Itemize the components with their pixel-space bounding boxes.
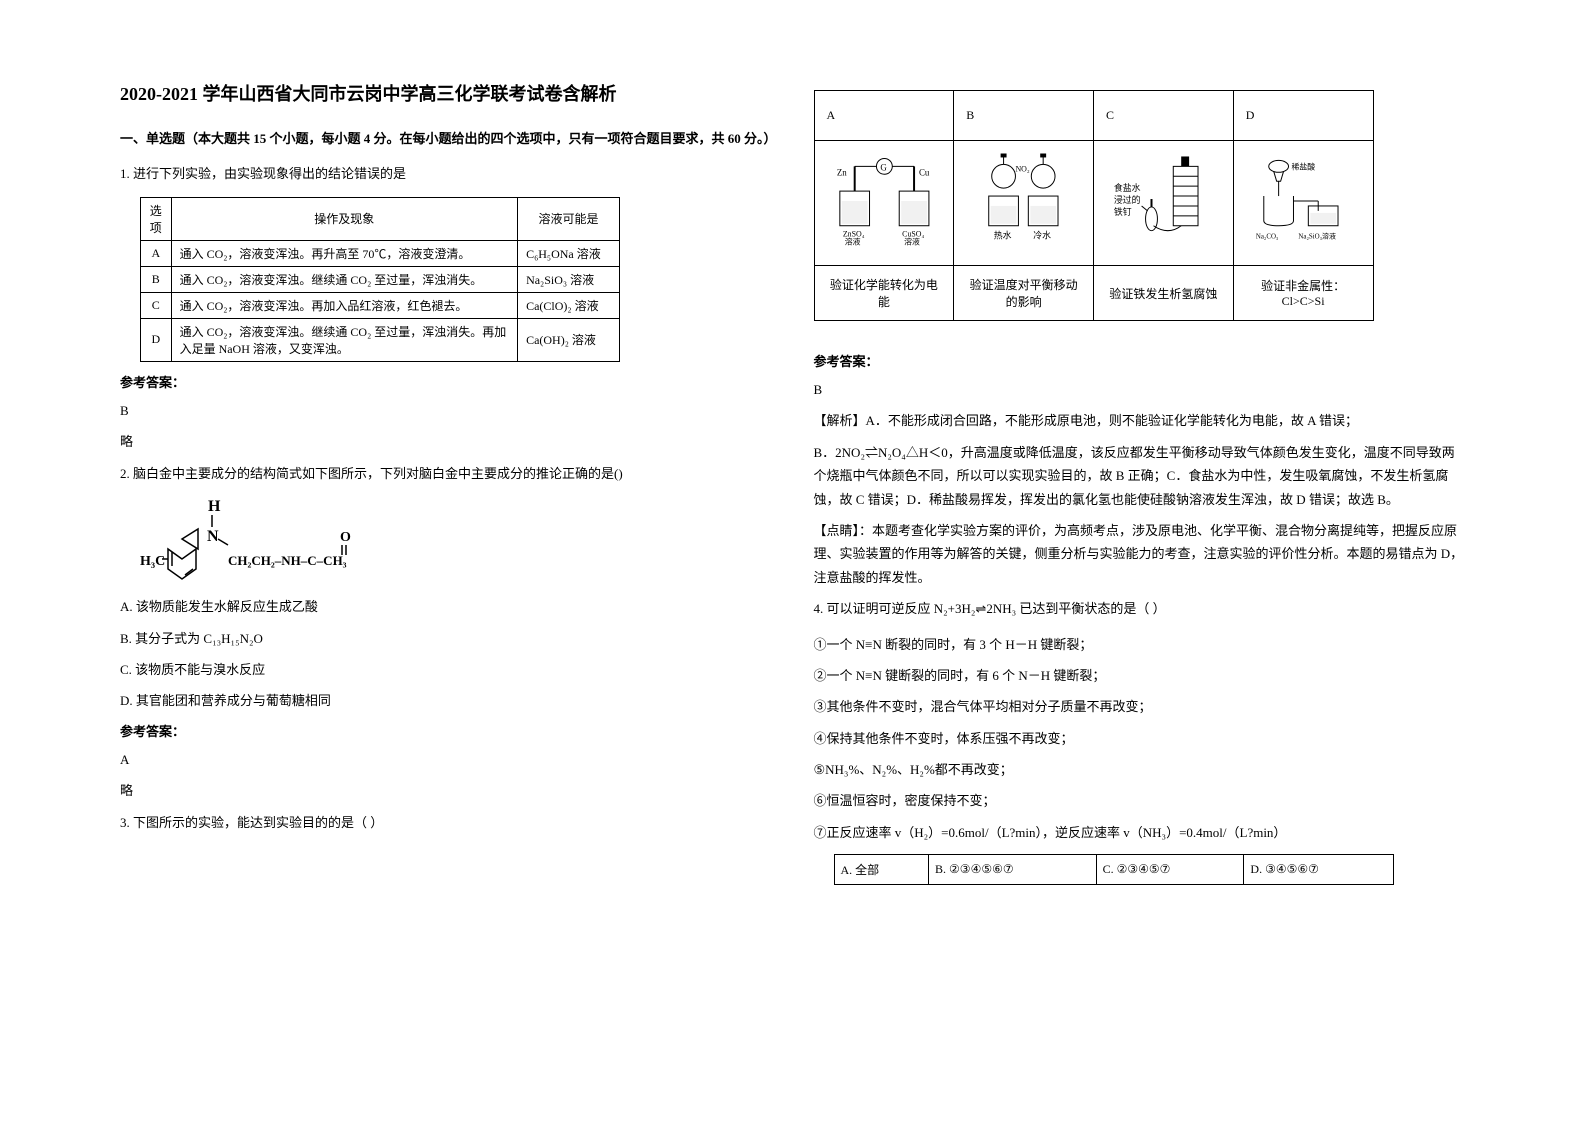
q2-opt-a: A. 该物质能发生水解反应生成乙酸 <box>120 595 774 618</box>
q1-table: 选项 操作及现象 溶液可能是 A 通入 CO₂，溶液变浑浊。再升高至 70℃，溶… <box>140 197 620 362</box>
svg-text:CH₂CH₂–NH–C–CH₃: CH₂CH₂–NH–C–CH₃ <box>228 553 347 568</box>
svg-text:铁钉: 铁钉 <box>1114 206 1132 217</box>
q1-r1-c1: 通入 CO₂，溶液变浑浊。继续通 CO₂ 至过量，浑浊消失。 <box>171 266 518 292</box>
q3-diagram-d: 稀盐酸 Na₂CO₃ Na₂SiO₃溶液 <box>1233 141 1373 266</box>
q1-stem: 1. 进行下列实验，由实验现象得出的结论错误的是 <box>120 162 774 185</box>
q3-exp-0: 【解析】A．不能形成闭合回路，不能形成原电池，则不能验证化学能转化为电能，故 A… <box>814 409 1468 432</box>
q1-th-2: 溶液可能是 <box>518 197 620 240</box>
q1-th-1: 操作及现象 <box>171 197 518 240</box>
q3-stem: 3. 下图所示的实验，能达到实验目的的是（ ） <box>120 811 774 834</box>
q1-r2-c0: C <box>141 292 172 318</box>
svg-text:Zn: Zn <box>836 167 846 177</box>
q1-r1-c0: B <box>141 266 172 292</box>
q4-item-1: ①一个 N≡N 断裂的同时，有 3 个 H－H 键断裂； <box>814 633 1468 656</box>
q2-explanation: 略 <box>120 779 774 802</box>
q2-opt-b: B. 其分子式为 C₁₃H₁₅N₂O <box>120 627 774 650</box>
q4-opt-c: C. ②③④⑤⑦ <box>1096 855 1244 885</box>
q3-diagram-c: 食盐水 浸过的 铁钉 <box>1094 141 1234 266</box>
q2-answer: A <box>120 748 774 771</box>
q4-item-6: ⑥恒温恒容时，密度保持不变； <box>814 789 1468 812</box>
q4-opt-a: A. 全部 <box>834 855 929 885</box>
svg-text:溶液: 溶液 <box>904 237 920 247</box>
q2-opt-c: C. 该物质不能与溴水反应 <box>120 658 774 681</box>
svg-text:冷水: 冷水 <box>1034 230 1052 241</box>
svg-text:N: N <box>207 528 219 545</box>
q4-opt-b: B. ②③④⑤⑥⑦ <box>929 855 1097 885</box>
q4-opt-d: D. ③④⑤⑥⑦ <box>1244 855 1393 885</box>
svg-text:O: O <box>340 530 351 545</box>
q4-item-2: ②一个 N≡N 键断裂的同时，有 6 个 N－H 键断裂； <box>814 664 1468 687</box>
q3-desc-c: 验证铁发生析氢腐蚀 <box>1094 266 1234 321</box>
q1-r1-c2: Na₂SiO₃ 溶液 <box>518 266 620 292</box>
q1-answer: B <box>120 399 774 422</box>
q3-diagram-b: NO₂ 热水 冷水 <box>954 141 1094 266</box>
q2-answer-label: 参考答案： <box>120 721 774 740</box>
q2-structure-diagram: H N H₃C CH₂CH₂–NH–C–CH₃ O <box>140 497 400 587</box>
q1-r0-c2: C₆H₅ONa 溶液 <box>518 240 620 266</box>
q3-desc-a: 验证化学能转化为电能 <box>814 266 954 321</box>
q3-desc-d: 验证非金属性：Cl>C>Si <box>1233 266 1373 321</box>
q3-answer-label: 参考答案： <box>814 351 1468 370</box>
q4-options-table: A. 全部 B. ②③④⑤⑥⑦ C. ②③④⑤⑦ D. ③④⑤⑥⑦ <box>834 854 1394 885</box>
q4-stem: 4. 可以证明可逆反应 N₂+3H₂⇌2NH₃ 已达到平衡状态的是（ ） <box>814 597 1468 620</box>
section-header: 一、单选题（本大题共 15 个小题，每小题 4 分。在每小题给出的四个选项中，只… <box>120 129 774 150</box>
svg-text:H₃C: H₃C <box>140 554 165 569</box>
q1-r3-c2: Ca(OH)₂ 溶液 <box>518 318 620 361</box>
svg-text:食盐水: 食盐水 <box>1114 182 1141 193</box>
q1-r0-c0: A <box>141 240 172 266</box>
q3-answer: B <box>814 378 1468 401</box>
svg-text:NO₂: NO₂ <box>1016 164 1030 173</box>
svg-text:Cu: Cu <box>919 167 930 177</box>
q1-r0-c1: 通入 CO₂，溶液变浑浊。再升高至 70℃，溶液变澄清。 <box>171 240 518 266</box>
left-column: 2020-2021 学年山西省大同市云岗中学高三化学联考试卷含解析 一、单选题（… <box>100 80 794 1042</box>
q3-exp-2: 【点睛】：本题考查化学实验方案的评价，为高频考点，涉及原电池、化学平衡、混合物分… <box>814 519 1468 589</box>
q1-r2-c2: Ca(ClO)₂ 溶液 <box>518 292 620 318</box>
q3-exp-1: B．2NO₂⇌N₂O₄△H＜0，升高温度或降低温度，该反应都发生平衡移动导致气体… <box>814 441 1468 511</box>
q1-th-0: 选项 <box>141 197 172 240</box>
q1-r3-c0: D <box>141 318 172 361</box>
q3-th-a: A <box>814 91 954 141</box>
svg-text:稀盐酸: 稀盐酸 <box>1291 161 1315 171</box>
svg-text:热水: 热水 <box>994 230 1012 241</box>
q1-answer-label: 参考答案： <box>120 372 774 391</box>
q4-item-7: ⑦正反应速率 v（H₂）=0.6mol/（L?min），逆反应速率 v（NH₃）… <box>814 821 1468 844</box>
q3-desc-b: 验证温度对平衡移动的影响 <box>954 266 1094 321</box>
q3-th-c: C <box>1094 91 1234 141</box>
svg-text:浸过的: 浸过的 <box>1114 194 1141 205</box>
page-title: 2020-2021 学年山西省大同市云岗中学高三化学联考试卷含解析 <box>120 80 774 109</box>
q4-item-3: ③其他条件不变时，混合气体平均相对分子质量不再改变； <box>814 695 1468 718</box>
q2-stem: 2. 脑白金中主要成分的结构简式如下图所示，下列对脑白金中主要成分的推论正确的是… <box>120 462 774 485</box>
q2-opt-d: D. 其官能团和营养成分与葡萄糖相同 <box>120 689 774 712</box>
right-column: A B C D G Zn Cu Z <box>794 80 1488 1042</box>
q3-th-b: B <box>954 91 1094 141</box>
q3-th-d: D <box>1233 91 1373 141</box>
svg-text:G: G <box>880 162 887 172</box>
q1-explanation: 略 <box>120 430 774 453</box>
svg-text:Na₂CO₃: Na₂CO₃ <box>1256 234 1279 241</box>
q4-item-5: ⑤NH₃%、N₂%、H₂%都不再改变； <box>814 758 1468 781</box>
q1-r2-c1: 通入 CO₂，溶液变浑浊。再加入品红溶液，红色褪去。 <box>171 292 518 318</box>
q3-diagram-a: G Zn Cu ZnSO₄ 溶液 CuSO₄ 溶液 <box>814 141 954 266</box>
q3-exp-table: A B C D G Zn Cu Z <box>814 90 1374 321</box>
q1-r3-c1: 通入 CO₂，溶液变浑浊。继续通 CO₂ 至过量，浑浊消失。再加入足量 NaOH… <box>171 318 518 361</box>
svg-text:溶液: 溶液 <box>844 237 860 247</box>
q4-item-4: ④保持其他条件不变时，体系压强不再改变； <box>814 727 1468 750</box>
svg-text:H: H <box>208 498 221 515</box>
svg-text:Na₂SiO₃溶液: Na₂SiO₃溶液 <box>1298 232 1336 241</box>
